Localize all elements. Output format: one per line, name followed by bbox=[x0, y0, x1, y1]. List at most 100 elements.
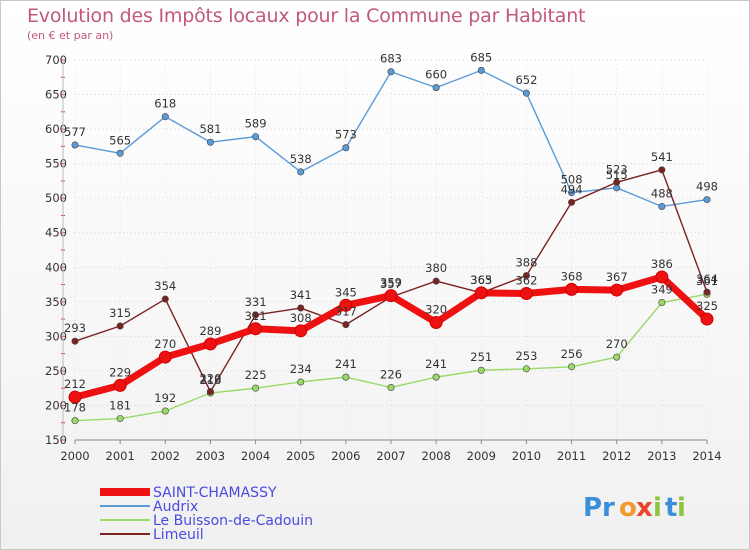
y-tick-label: 150 bbox=[45, 433, 67, 447]
logo-letter: t bbox=[665, 493, 677, 523]
data-point bbox=[610, 283, 624, 297]
legend-label: Limeuil bbox=[153, 527, 204, 543]
data-point bbox=[477, 366, 485, 374]
data-label: 345 bbox=[335, 285, 357, 299]
data-point bbox=[658, 166, 666, 174]
data-point bbox=[161, 295, 169, 303]
data-label: 349 bbox=[651, 283, 673, 297]
x-tick-label: 2014 bbox=[692, 449, 721, 463]
x-tick-label: 2013 bbox=[647, 449, 676, 463]
x-tick-label: 2008 bbox=[422, 449, 451, 463]
data-point bbox=[432, 373, 440, 381]
data-label: 225 bbox=[245, 368, 267, 382]
y-tick-label: 200 bbox=[45, 398, 67, 412]
data-point bbox=[203, 337, 217, 351]
data-label: 178 bbox=[64, 401, 86, 415]
data-point bbox=[522, 365, 530, 373]
data-label: 515 bbox=[606, 168, 628, 182]
y-tick-label: 450 bbox=[45, 226, 67, 240]
data-label: 293 bbox=[64, 321, 86, 335]
data-label: 357 bbox=[380, 277, 402, 291]
data-label: 683 bbox=[380, 52, 402, 66]
data-label: 315 bbox=[109, 306, 131, 320]
data-label: 508 bbox=[561, 173, 583, 187]
data-label: 523 bbox=[606, 162, 628, 176]
data-point bbox=[613, 178, 621, 186]
data-label: 325 bbox=[696, 299, 718, 313]
data-label: 565 bbox=[109, 133, 131, 147]
data-label: 251 bbox=[470, 350, 492, 364]
data-point bbox=[432, 277, 440, 285]
data-point bbox=[252, 311, 260, 319]
data-label: 541 bbox=[651, 150, 673, 164]
x-tick-label: 2003 bbox=[196, 449, 225, 463]
data-point bbox=[703, 196, 711, 204]
data-point bbox=[113, 378, 127, 392]
logo-letter: x bbox=[636, 493, 653, 523]
data-point bbox=[519, 287, 533, 301]
y-tick-label: 300 bbox=[45, 329, 67, 343]
y-tick-label: 250 bbox=[45, 364, 67, 378]
x-tick-label: 2001 bbox=[106, 449, 135, 463]
data-label: 388 bbox=[515, 256, 537, 270]
data-label: 368 bbox=[561, 269, 583, 283]
data-label: 581 bbox=[199, 122, 221, 136]
data-label: 212 bbox=[64, 377, 86, 391]
data-label: 241 bbox=[425, 357, 447, 371]
data-label: 365 bbox=[470, 273, 492, 287]
data-point bbox=[297, 168, 305, 176]
data-point bbox=[387, 68, 395, 76]
data-label: 289 bbox=[199, 324, 221, 338]
data-label: 361 bbox=[696, 274, 718, 288]
data-label: 652 bbox=[515, 73, 537, 87]
data-point bbox=[700, 312, 714, 326]
data-point bbox=[429, 316, 443, 330]
data-point bbox=[568, 189, 576, 197]
data-point bbox=[161, 113, 169, 121]
data-label: 181 bbox=[109, 399, 131, 413]
data-label: 363 bbox=[470, 273, 492, 287]
logo-letter: o bbox=[619, 493, 637, 523]
data-point bbox=[474, 286, 488, 300]
x-tick-label: 2012 bbox=[602, 449, 631, 463]
data-point bbox=[71, 417, 79, 425]
data-point bbox=[342, 144, 350, 152]
data-point bbox=[206, 388, 214, 396]
x-tick-label: 2005 bbox=[286, 449, 315, 463]
x-tick-label: 2009 bbox=[467, 449, 496, 463]
data-label: 311 bbox=[245, 309, 267, 323]
legend-label: Le Buisson-de-Cadouin bbox=[153, 513, 313, 529]
data-point bbox=[116, 322, 124, 330]
data-point bbox=[339, 298, 353, 312]
data-label: 226 bbox=[380, 367, 402, 381]
logo-letter: r bbox=[602, 493, 615, 523]
data-label: 192 bbox=[154, 391, 176, 405]
x-tick-label: 2011 bbox=[557, 449, 586, 463]
data-point bbox=[568, 198, 576, 206]
data-label: 234 bbox=[290, 362, 312, 376]
chart-subtitle: (en € et par an) bbox=[27, 29, 114, 42]
data-label: 354 bbox=[154, 279, 176, 293]
data-label: 320 bbox=[425, 303, 447, 317]
data-label: 538 bbox=[290, 152, 312, 166]
data-label: 618 bbox=[154, 97, 176, 111]
data-label: 270 bbox=[154, 337, 176, 351]
data-label: 241 bbox=[335, 357, 357, 371]
data-label: 253 bbox=[515, 349, 537, 363]
data-label: 359 bbox=[380, 276, 402, 290]
data-label: 685 bbox=[470, 50, 492, 64]
data-point bbox=[658, 299, 666, 307]
chart-title: Evolution des Impôts locaux pour la Comm… bbox=[27, 5, 586, 27]
y-tick-label: 700 bbox=[45, 53, 67, 67]
data-point bbox=[116, 149, 124, 157]
legend-label: SAINT-CHAMASSY bbox=[153, 485, 277, 501]
data-point bbox=[252, 133, 260, 141]
data-label: 229 bbox=[109, 365, 131, 379]
data-point bbox=[387, 383, 395, 391]
data-point bbox=[71, 337, 79, 345]
data-label: 317 bbox=[335, 305, 357, 319]
data-point bbox=[432, 84, 440, 92]
data-label: 367 bbox=[606, 270, 628, 284]
